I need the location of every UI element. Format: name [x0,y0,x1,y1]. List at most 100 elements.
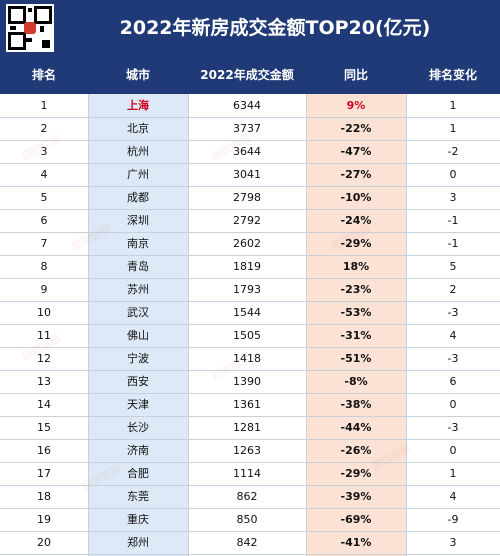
table-row: 20 郑州 842 -41% 3 [0,531,500,555]
cell-rank-change: 1 [449,99,457,112]
cell-rank-change: -1 [447,237,459,250]
cell-yoy: -26% [340,444,372,457]
cell-yoy: -41% [340,536,372,549]
yoy-column-background [306,94,406,556]
cell-city: 合肥 [127,467,149,480]
cell-city: 南京 [127,237,149,250]
cell-rank: 8 [40,260,48,273]
cell-city: 上海 [127,99,149,112]
cell-rank: 6 [40,214,48,227]
cell-amount: 1544 [233,306,261,319]
table-row: 9 苏州 1793 -23% 2 [0,278,500,302]
cell-city: 宁波 [127,352,149,365]
cell-rank: 14 [37,398,51,411]
cell-rank: 13 [37,375,51,388]
cell-amount: 1263 [233,444,261,457]
cell-city: 郑州 [127,536,149,549]
cell-rank: 3 [40,145,48,158]
cell-amount: 862 [236,490,258,503]
table-row: 4 广州 3041 -27% 0 [0,163,500,187]
cell-amount: 850 [236,513,258,526]
cell-yoy: -53% [340,306,372,319]
cell-rank-change: -1 [447,214,459,227]
cell-yoy: -51% [340,352,372,365]
cell-rank-change: 1 [449,467,457,480]
cell-rank-change: 0 [449,398,457,411]
cell-city: 杭州 [127,145,149,158]
cell-rank: 16 [37,444,51,457]
cell-city: 深圳 [127,214,149,227]
cell-amount: 2798 [233,191,261,204]
cell-amount: 3737 [233,122,261,135]
cell-yoy: -39% [340,490,372,503]
cell-amount: 1793 [233,283,261,296]
cell-rank-change: 4 [449,329,457,342]
cell-city: 重庆 [127,513,149,526]
cell-rank-change: 3 [449,191,457,204]
table-row: 14 天津 1361 -38% 0 [0,393,500,417]
table-row: 18 东莞 862 -39% 4 [0,485,500,509]
cell-rank: 7 [40,237,48,250]
header-city: 城市 [125,68,150,82]
cell-rank: 1 [40,99,48,112]
cell-yoy: -27% [340,168,372,181]
header-rank-change: 排名变化 [428,68,477,82]
table-row: 3 杭州 3644 -47% -2 [0,140,500,164]
cell-rank: 10 [37,306,51,319]
cell-rank: 17 [37,467,51,480]
cell-rank: 19 [37,513,51,526]
cell-rank: 11 [37,329,51,342]
cell-yoy: -23% [340,283,372,296]
cell-rank: 18 [37,490,51,503]
cell-yoy: -38% [340,398,372,411]
table-row: 10 武汉 1544 -53% -3 [0,301,500,325]
cell-rank-change: 6 [449,375,457,388]
cell-yoy: -10% [340,191,372,204]
cell-rank: 20 [37,536,51,549]
cell-rank: 2 [40,122,48,135]
cell-city: 苏州 [127,283,149,296]
cell-city: 北京 [127,122,149,135]
table-row: 5 成都 2798 -10% 3 [0,186,500,210]
table-row: 15 长沙 1281 -44% -3 [0,416,500,440]
cell-city: 长沙 [127,421,149,434]
cell-city: 西安 [127,375,149,388]
table-row: 16 济南 1263 -26% 0 [0,439,500,463]
table-row: 7 南京 2602 -29% -1 [0,232,500,256]
cell-yoy: -47% [340,145,372,158]
cell-rank-change: 2 [449,283,457,296]
cell-rank-change: 3 [449,536,457,549]
cell-yoy: -24% [340,214,372,227]
column-divider [88,94,89,556]
cell-yoy: -69% [340,513,372,526]
cell-city: 武汉 [127,306,149,319]
cell-rank-change: -3 [447,352,459,365]
cell-amount: 2792 [233,214,261,227]
cell-city: 广州 [127,168,149,181]
cell-rank-change: -3 [447,306,459,319]
column-divider [306,94,307,556]
column-divider [406,94,407,556]
cell-amount: 1281 [233,421,261,434]
cell-rank-change: 0 [449,444,457,457]
cell-rank: 9 [40,283,48,296]
cell-amount: 3041 [233,168,261,181]
cell-amount: 1114 [233,467,261,480]
cell-amount: 2602 [233,237,261,250]
title-banner: 2022年新房成交金额TOP20(亿元) [0,0,500,56]
cell-rank: 15 [37,421,51,434]
table-row: 2 北京 3737 -22% 1 [0,117,500,141]
table-row: 6 深圳 2792 -24% -1 [0,209,500,233]
city-column-background [88,94,188,556]
cell-yoy: 9% [346,99,366,112]
cell-city: 济南 [127,444,149,457]
cell-yoy: 18% [342,260,370,273]
cell-city: 佛山 [127,329,149,342]
cell-yoy: -31% [340,329,372,342]
table-row: 17 合肥 1114 -29% 1 [0,462,500,486]
cell-amount: 6344 [233,99,261,112]
column-divider [188,94,189,556]
header-rank: 排名 [31,68,56,82]
cell-rank: 12 [37,352,51,365]
